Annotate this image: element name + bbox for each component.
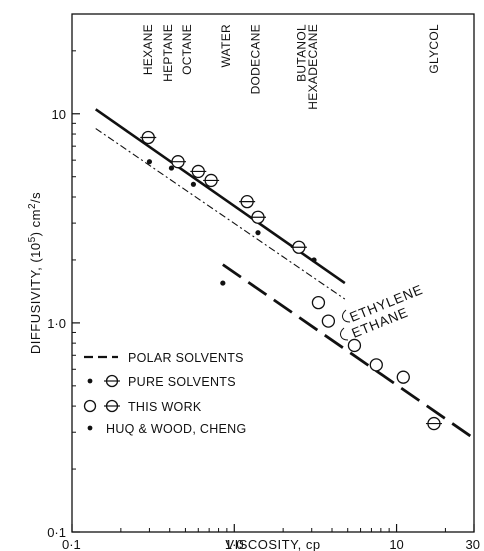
y-tick-label-2: 10 [52, 107, 66, 122]
ethane-bracket [340, 327, 349, 341]
x-tick-label-1: 1·0 [225, 537, 244, 551]
legend: POLAR SOLVENTS PURE SOLVENTS THIS WORK H… [83, 351, 247, 436]
data-point-1-0 [311, 295, 326, 310]
data-point-2-3 [220, 280, 226, 286]
plot-frame [71, 13, 475, 533]
solvent-label-7: GLYCOL [427, 24, 441, 74]
ethylene-bracket [342, 309, 351, 323]
x-tick-label-0: 0·1 [62, 537, 81, 551]
solvent-labels: HEXANE HEPTANE OCTANE WATER DODECANE BUTANOLH… [141, 24, 441, 110]
solvent-label-4: DODECANE [248, 24, 262, 94]
data-point-1-3 [369, 358, 383, 372]
y-tick-label-0: 0·1 [47, 525, 66, 540]
data-point-2-0 [146, 159, 153, 165]
x-axis-title: VISCOSITY, cp [225, 537, 320, 551]
data-point-2-5 [311, 257, 317, 263]
y-axis-title: DIFFUSIVITY, (105) cm2/s [27, 192, 43, 354]
legend-label-this-work: THIS WORK [128, 400, 202, 414]
data-point-0-6 [290, 240, 307, 254]
legend-label-polar: POLAR SOLVENTS [128, 351, 244, 365]
data-point-0-7 [425, 416, 442, 431]
data-point-2-1 [168, 165, 175, 171]
legend-dot-marker [87, 378, 93, 384]
solvent-label-5: BUTANOL [295, 24, 309, 82]
legend-label-huq: HUQ & WOOD, CHENG [106, 422, 247, 436]
solvent-label-3: WATER [219, 24, 233, 68]
data-point-1-2 [347, 338, 362, 353]
data-point-0-4 [239, 194, 256, 209]
fit-lines [94, 108, 475, 440]
fit-line-2 [222, 263, 475, 440]
solvent-label-2: OCTANE [180, 24, 194, 75]
data-point-0-0 [140, 130, 157, 145]
data-point-1-1 [321, 314, 336, 328]
data-points [140, 130, 442, 431]
x-tick-label-2: 10 [389, 537, 403, 551]
data-point-1-4 [396, 370, 410, 384]
data-point-2-4 [255, 230, 261, 236]
fit-line-1 [95, 128, 346, 300]
solvent-label-6: HEXADECANE [306, 24, 320, 110]
legend-open-circle-marker-2 [83, 399, 97, 413]
legend-label-pure: PURE SOLVENTS [128, 375, 236, 389]
legend-dot-marker-2 [87, 425, 93, 431]
y-tick-label-1: 1·0 [47, 316, 66, 331]
solvent-label-1: HEPTANE [161, 24, 175, 82]
solvent-label-0: HEXANE [141, 24, 155, 75]
data-point-0-1 [170, 155, 187, 169]
x-tick-label-3: 30 [466, 537, 480, 551]
axis-ticks: 0·1 1·0 10 30 0·1 1·0 10 [47, 50, 480, 551]
data-point-0-5 [249, 210, 266, 224]
fit-line-0 [94, 108, 346, 285]
data-point-0-3 [203, 173, 220, 188]
data-point-0-2 [190, 164, 207, 179]
data-point-2-2 [190, 181, 197, 187]
